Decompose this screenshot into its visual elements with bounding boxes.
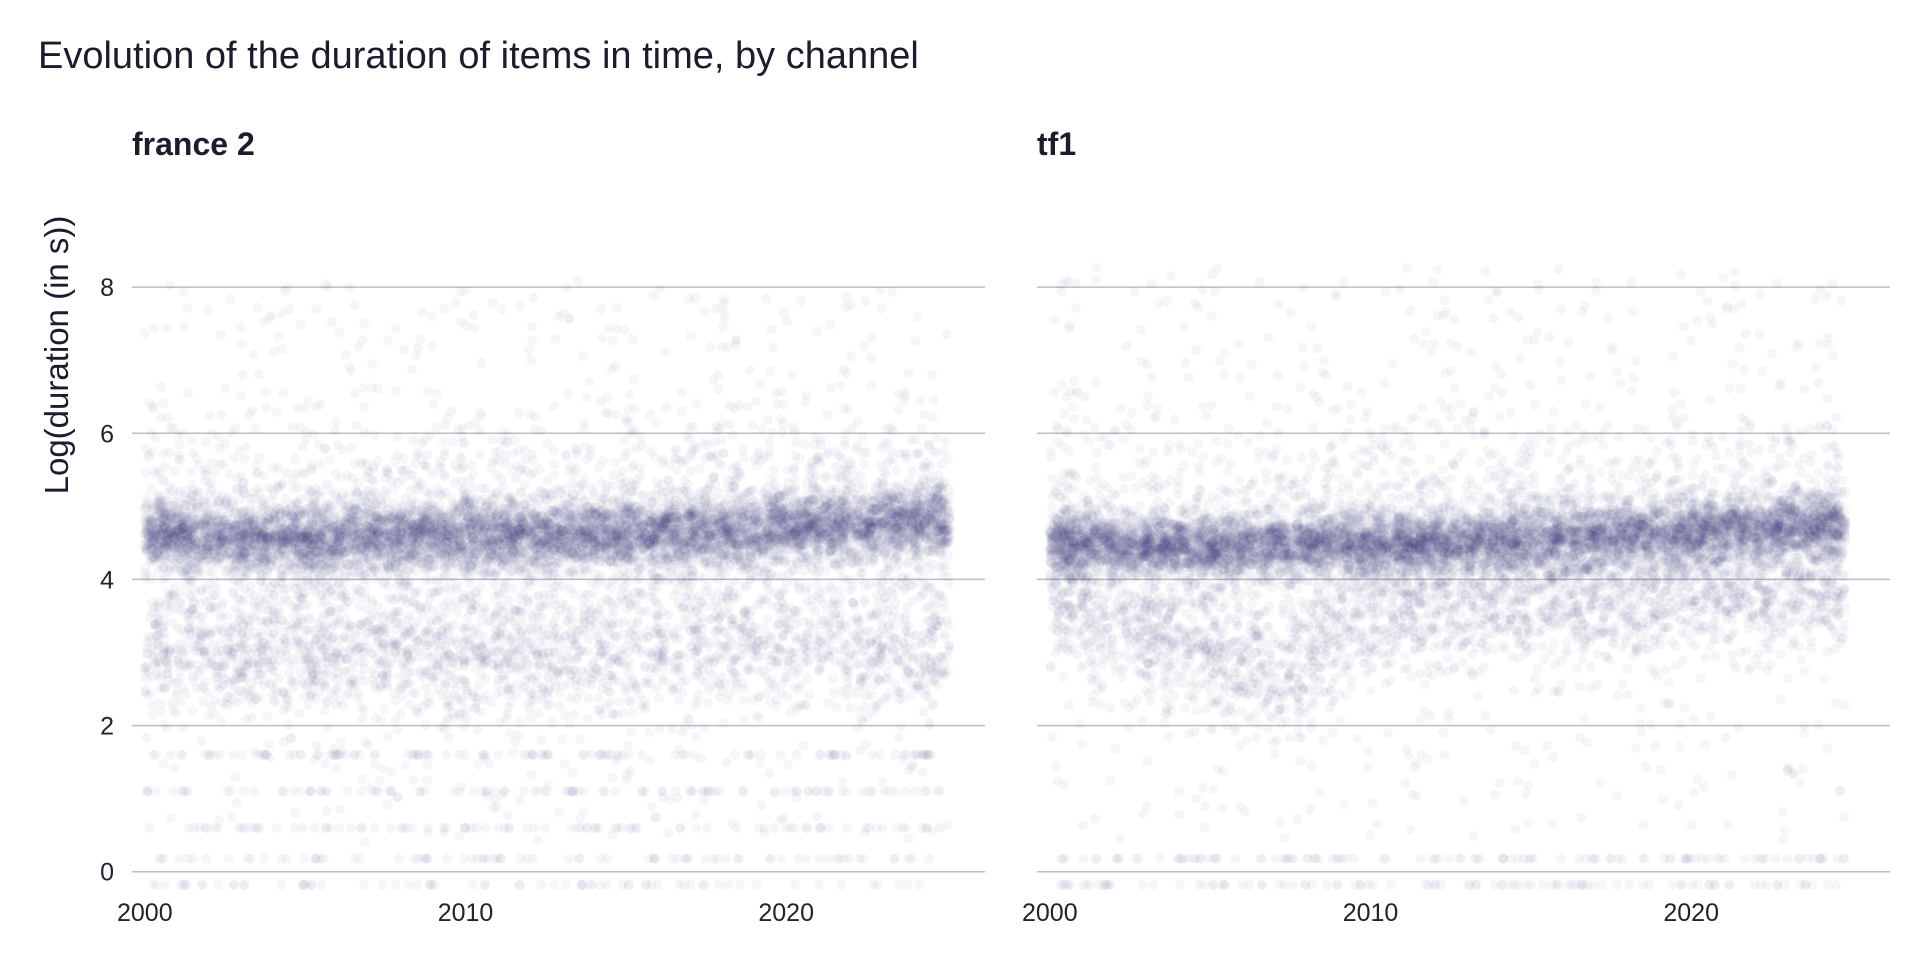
chart-title: Evolution of the duration of items in ti… — [38, 35, 919, 77]
x-tick-label: 2000 — [117, 899, 173, 927]
x-tick-label: 2020 — [758, 899, 814, 927]
y-tick-label: 6 — [100, 420, 114, 448]
y-tick-label: 8 — [100, 274, 114, 302]
panel-france-2: france 2 0 2 4 6 8 2000 2010 2020 — [100, 126, 985, 927]
y-tick-label: 4 — [100, 566, 114, 594]
facet-title: france 2 — [132, 126, 255, 162]
y-tick-label: 2 — [100, 713, 114, 741]
y-axis-title: Log(duration (in s)) — [38, 216, 75, 495]
x-tick-label: 2010 — [438, 899, 494, 927]
y-tick-label: 0 — [100, 859, 114, 887]
scatter-points — [140, 276, 956, 890]
